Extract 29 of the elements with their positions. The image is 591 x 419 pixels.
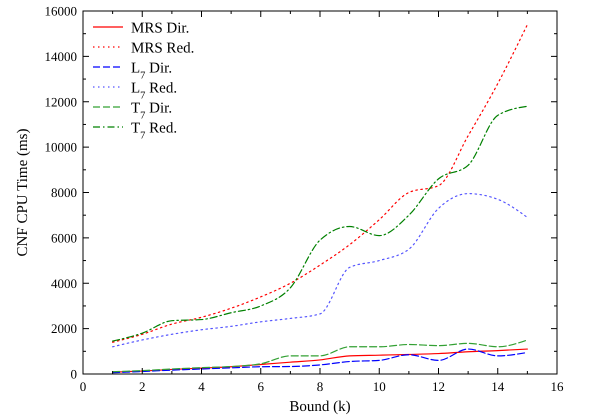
- y-tick-label: 0: [70, 366, 77, 382]
- y-tick-label: 10000: [44, 140, 77, 155]
- legend-label: L$_{7}$ Red.: [131, 80, 178, 101]
- line-series: [112, 193, 528, 348]
- x-tick-label: 0: [80, 379, 86, 394]
- y-tick-label: 8000: [51, 185, 77, 200]
- legend-label: MRS Dir.: [131, 20, 190, 36]
- x-tick-label: 2: [139, 379, 146, 394]
- x-tick-label: 8: [316, 379, 324, 394]
- legend-label: MRS Red.: [131, 40, 194, 56]
- line-series: [112, 24, 528, 343]
- x-tick-label: 16: [550, 379, 564, 394]
- y-tick-label: 2000: [51, 321, 77, 336]
- y-tick-label: 12000: [44, 94, 77, 110]
- y-tick-label: 16000: [44, 4, 77, 19]
- y-tick-label: 4000: [51, 276, 77, 291]
- x-tick-label: 14: [491, 379, 505, 394]
- x-tick-label: 4: [198, 379, 206, 394]
- legend-label: T$_{7}$ Red.: [131, 120, 178, 141]
- y-axis-title: CNF CPU Time (ms): [15, 128, 31, 256]
- y-tick-label: 6000: [51, 230, 77, 246]
- legend-label: L$_{7}$ Dir.: [131, 60, 172, 81]
- x-tick-label: 12: [432, 379, 445, 394]
- x-axis-title: Bound (k): [289, 399, 351, 415]
- x-tick-label: 10: [372, 379, 386, 394]
- line-series: [112, 339, 528, 372]
- y-tick-label: 14000: [44, 48, 77, 64]
- legend-label: T$_{7}$ Dir.: [131, 100, 172, 121]
- x-tick-label: 6: [258, 379, 264, 394]
